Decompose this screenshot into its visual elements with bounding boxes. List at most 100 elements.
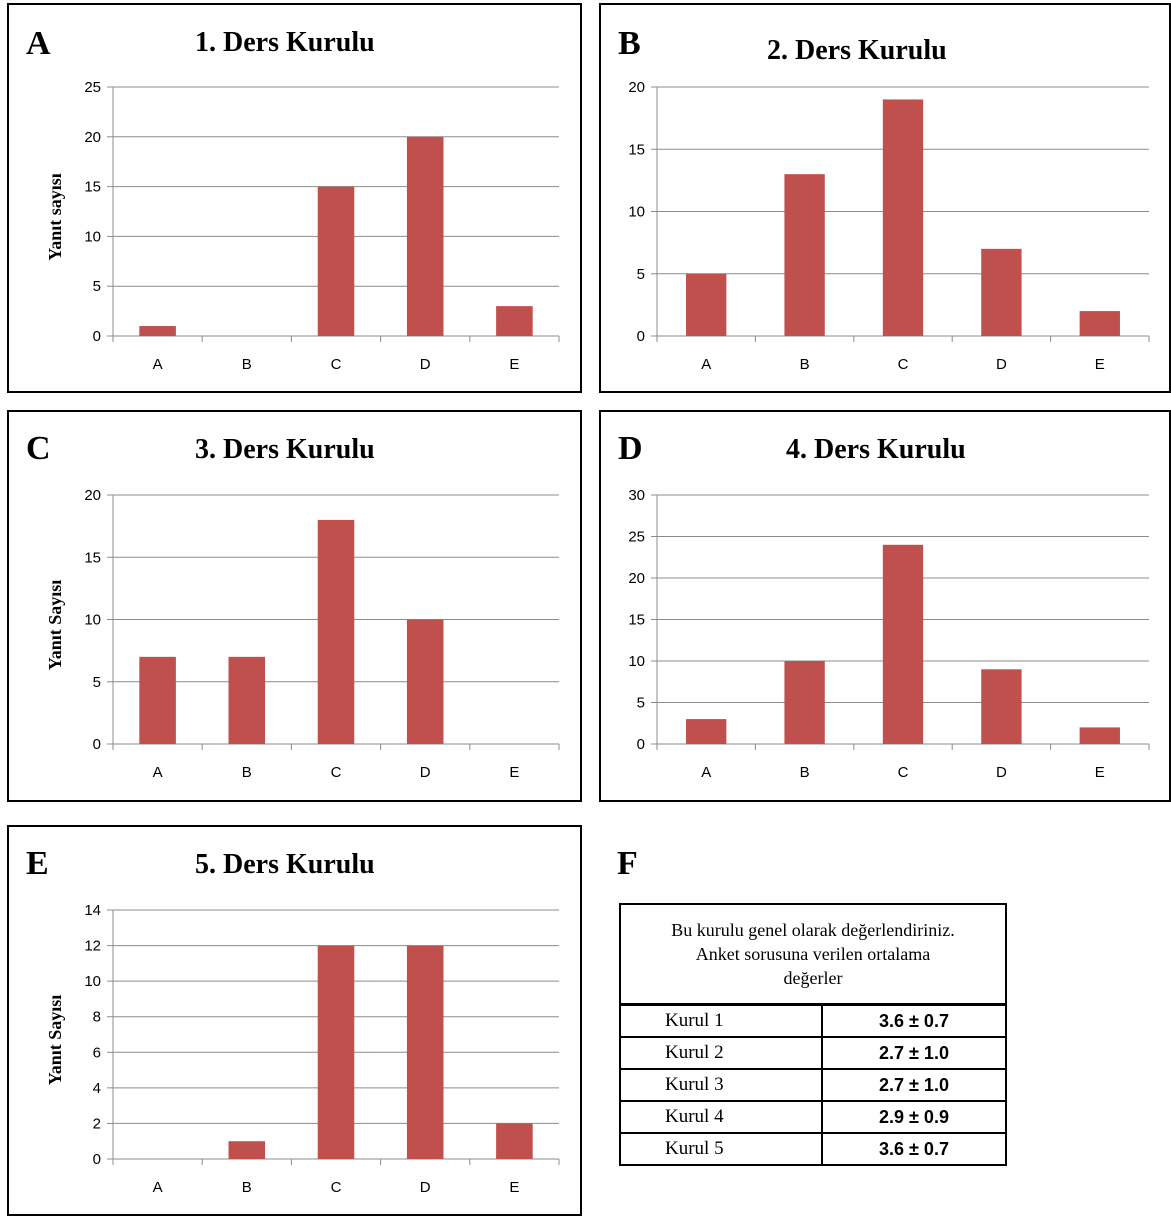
y-tick-label: 30 [628,487,645,504]
panel-label: C [26,430,51,467]
y-tick-label: 8 [93,1009,101,1026]
panel-label: A [26,25,51,62]
y-tick-label: 0 [93,328,101,345]
x-tick-label: D [420,356,431,373]
table-row: Kurul 2 2.7 ± 1.0 [619,1036,1007,1070]
bar-d [981,669,1022,744]
bar-c [317,945,355,1159]
table-header-line: Bu kurulu genel olarak değerlendiriniz. [671,920,955,940]
chart-title: 4. Ders Kurulu [786,434,966,465]
table-header-line: Anket sorusuna verilen ortalama [695,944,931,964]
x-tick-label: B [242,1179,252,1196]
panel-label: F [617,845,638,882]
bar-d [406,619,444,744]
chart-panel-3: 0 5 10 15 20 A B C D E Yanıt Sayısı C 3. Ders Kuru… [7,410,582,802]
chart-title: 2. Ders Kurulu [767,35,947,66]
y-tick-label: 15 [628,141,645,158]
y-tick-label: 14 [84,902,101,919]
bar-e [496,1123,533,1159]
x-tick-label: B [800,356,810,373]
bar-c [317,186,355,336]
table-row: Kurul 1 3.6 ± 0.7 [619,1003,1007,1038]
table-header-row: Bu kurulu genel olarak değerlendiriniz. … [619,903,1007,1006]
chart-panel-1: 0 5 10 15 20 25 A B C D E Yanıt sayısı A 1. Ders Ku… [7,3,582,393]
bar-a [139,656,176,744]
table-header-cell: Bu kurulu genel olarak değerlendiriniz. … [619,903,1007,1006]
kurul-name: Kurul 1 [619,1003,823,1038]
y-tick-label: 4 [93,1080,101,1097]
y-tick-label: 15 [84,549,101,566]
y-tick-label: 20 [84,487,101,504]
y-axis-label: Yanıt Sayısı [45,580,65,671]
x-tick-label: C [331,1179,342,1196]
y-tick-label: 5 [93,278,101,295]
panel-label: E [26,845,49,882]
y-tick-label: 5 [93,674,101,691]
y-tick-label: 2 [93,1115,101,1132]
y-tick-label: 10 [84,612,101,629]
kurul-mean-value: 3.6 ± 0.7 [821,1132,1007,1166]
y-tick-label: 15 [628,612,645,629]
x-tick-label: C [898,764,909,781]
x-tick-label: E [509,764,519,781]
bar-a [686,719,727,744]
kurul-name: Kurul 5 [619,1132,823,1166]
y-tick-label: 5 [637,695,645,712]
x-tick-label: B [242,356,252,373]
bar-e [496,306,533,336]
chart-svg-2: 0 5 10 15 20 A B C D E [628,79,1150,373]
x-tick-label: D [420,764,431,781]
kurul-mean-value: 3.6 ± 0.7 [821,1003,1007,1038]
x-tick-label: C [331,764,342,781]
bar-c [882,99,924,336]
y-tick-label: 15 [84,179,101,196]
bar-b [228,1141,266,1159]
y-axis-label: Yanıt Sayısı [45,995,65,1086]
y-tick-label: 20 [628,570,645,587]
chart-svg-4: 0 5 10 15 20 25 30 A B C D E [628,487,1150,781]
chart-svg-3: 0 5 10 15 20 A B C D E Yanıt Sayısı [45,487,560,781]
x-tick-label: D [420,1179,431,1196]
y-tick-label: 20 [84,129,101,146]
chart-title: 1. Ders Kurulu [195,27,375,58]
kurul-mean-value: 2.9 ± 0.9 [821,1100,1007,1134]
bar-c [317,519,355,744]
y-tick-label: 0 [637,328,645,345]
x-tick-label: A [153,764,163,781]
summary-table: Bu kurulu genel olarak değerlendiriniz. … [619,903,1007,1166]
kurul-mean-value: 2.7 ± 1.0 [821,1036,1007,1070]
x-tick-label: C [331,356,342,373]
x-tick-label: E [1095,764,1105,781]
kurul-name: Kurul 2 [619,1036,823,1070]
x-tick-label: B [800,764,810,781]
bar-b [228,656,266,744]
x-tick-label: E [509,356,519,373]
x-tick-label: A [701,356,711,373]
chart-panel-5: 0 2 4 6 8 10 12 14 A B C D E Yanıt Sayısı E 5. Ders K… [7,825,582,1216]
kurul-mean-value: 2.7 ± 1.0 [821,1068,1007,1102]
y-tick-label: 25 [628,529,645,546]
bar-e [1079,727,1120,744]
bar-d [406,136,444,336]
kurul-name: Kurul 3 [619,1068,823,1102]
chart-title: 3. Ders Kurulu [195,434,375,465]
y-tick-label: 12 [84,938,101,955]
y-tick-label: 6 [93,1044,101,1061]
table-header-line: değerler [783,968,843,988]
y-tick-label: 20 [628,79,645,96]
chart-title: 5. Ders Kurulu [195,849,375,880]
bar-d [981,248,1022,336]
chart-panel-4: 0 5 10 15 20 25 30 A B C D E D 4. Ders Kurulu [599,410,1171,802]
chart-svg-1: 0 5 10 15 20 25 A B C D E Yanıt sayısı [45,79,560,373]
y-tick-label: 10 [84,228,101,245]
y-tick-label: 0 [93,736,101,753]
x-tick-label: A [153,1179,163,1196]
y-axis-label: Yanıt sayısı [45,173,65,261]
bar-a [686,273,727,336]
y-tick-label: 5 [637,266,645,283]
x-tick-label: D [996,356,1007,373]
y-tick-label: 25 [84,79,101,96]
x-tick-label: C [898,356,909,373]
table-row: Kurul 4 2.9 ± 0.9 [619,1100,1007,1134]
table-row: Kurul 5 3.6 ± 0.7 [619,1132,1007,1166]
